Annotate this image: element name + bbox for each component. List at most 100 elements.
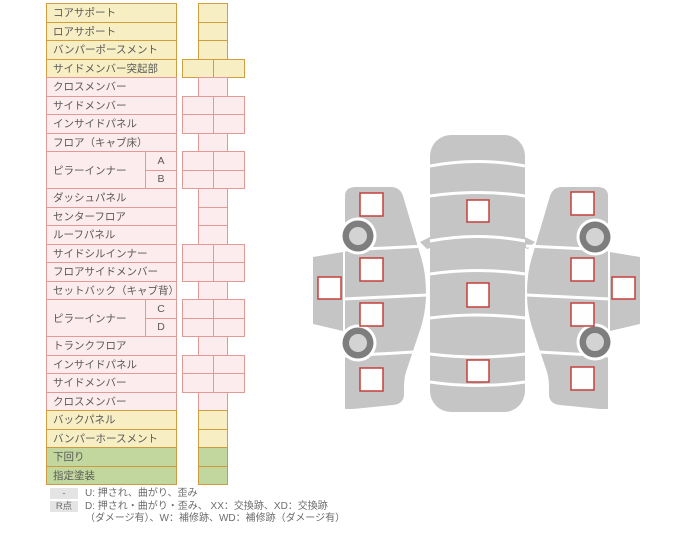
damage-checkbox-right-front-door[interactable] (570, 257, 595, 282)
part-label: コアサポート (46, 3, 177, 23)
part-label: サイドメンバー (46, 95, 177, 115)
part-row: インサイドパネル (46, 354, 296, 374)
part-row: サイドシルインナー (46, 243, 296, 263)
parts-table: コアサポート ロアサポート バンパーポースメント サイドメンバー突起部 クロスメンバーサ… (46, 3, 296, 485)
part-row: ピラーインナー C D (46, 299, 296, 337)
damage-cell[interactable] (198, 465, 228, 485)
wheel-icon (339, 324, 377, 362)
damage-cell[interactable] (182, 151, 214, 171)
part-label: バンパーホースメント (46, 428, 177, 448)
part-row: クロスメンバー (46, 77, 296, 97)
part-label: バンパーポースメント (46, 40, 177, 60)
damage-cell[interactable] (213, 114, 245, 134)
part-sub-label: A (145, 151, 177, 171)
damage-cell[interactable] (198, 391, 228, 411)
damage-checkbox-left-rear-door[interactable] (359, 302, 384, 327)
damage-cell[interactable] (182, 262, 214, 282)
part-row: フロアサイドメンバー (46, 262, 296, 282)
part-label: ピラーインナー (46, 151, 146, 189)
damage-cell[interactable] (213, 354, 245, 374)
damage-cell[interactable] (182, 169, 214, 189)
part-row: ルーフパネル (46, 225, 296, 245)
part-label: ダッシュパネル (46, 188, 177, 208)
damage-cell[interactable] (198, 77, 228, 97)
damage-cell[interactable] (198, 206, 228, 226)
damage-checkbox-left-roof-side[interactable] (317, 276, 342, 300)
part-label: センターフロア (46, 206, 177, 226)
legend-text: D: 押され・曲がり・歪み、 XX：交換跡、XD：交換跡 (85, 500, 328, 512)
part-row: コアサポート (46, 3, 296, 23)
part-row: サイドメンバー突起部 (46, 58, 296, 78)
part-row: バンパーホースメント (46, 428, 296, 448)
part-row: バックパネル (46, 410, 296, 430)
part-label: サイドメンバー突起部 (46, 58, 177, 78)
damage-cell[interactable] (182, 299, 214, 319)
damage-cell[interactable] (182, 95, 214, 115)
legend-badge: - (50, 488, 78, 499)
damage-cell[interactable] (213, 262, 245, 282)
damage-cell[interactable] (198, 447, 228, 467)
part-row: センターフロア (46, 206, 296, 226)
legend-badge: R点 (50, 500, 78, 512)
damage-cell[interactable] (213, 95, 245, 115)
part-row: 下回り (46, 447, 296, 467)
damage-cell[interactable] (182, 243, 214, 263)
part-label: インサイドパネル (46, 114, 177, 134)
damage-checkbox-left-front-door[interactable] (359, 257, 384, 282)
damage-cell[interactable] (213, 169, 245, 189)
damage-checkbox-right-roof-side[interactable] (611, 276, 636, 300)
part-row: インサイドパネル (46, 114, 296, 134)
part-sub-label: D (145, 317, 177, 337)
part-label: 下回り (46, 447, 177, 467)
damage-cell[interactable] (213, 299, 245, 319)
part-label: ロアサポート (46, 21, 177, 41)
damage-checkbox-right-rear-door[interactable] (570, 302, 595, 327)
damage-cell[interactable] (213, 58, 245, 78)
damage-cell[interactable] (182, 354, 214, 374)
damage-cell[interactable] (182, 373, 214, 393)
damage-checkbox-roof[interactable] (466, 282, 490, 308)
damage-cell[interactable] (182, 58, 214, 78)
part-row: サイドメンバー (46, 373, 296, 393)
damage-cell[interactable] (198, 336, 228, 356)
damage-cell[interactable] (198, 188, 228, 208)
part-row: ダッシュパネル (46, 188, 296, 208)
part-row: 指定塗装 (46, 465, 296, 485)
part-row: ピラーインナー A B (46, 151, 296, 189)
part-row: フロア（キャブ床） (46, 132, 296, 152)
damage-cell[interactable] (198, 280, 228, 300)
damage-cell[interactable] (213, 243, 245, 263)
damage-cell[interactable] (198, 410, 228, 430)
car-diagram (313, 135, 640, 412)
damage-cell[interactable] (213, 373, 245, 393)
damage-cell[interactable] (198, 21, 228, 41)
damage-cell[interactable] (182, 114, 214, 134)
damage-cell[interactable] (213, 151, 245, 171)
part-row: トランクフロア (46, 336, 296, 356)
damage-checkbox-left-rear-fender[interactable] (359, 367, 384, 392)
part-row: サイドメンバー (46, 95, 296, 115)
legend-text: U: 押され、曲がり、歪み (85, 488, 198, 499)
part-label: ピラーインナー (46, 299, 146, 337)
damage-checkbox-left-front-fender[interactable] (359, 192, 384, 217)
damage-cell[interactable] (198, 428, 228, 448)
damage-cell[interactable] (182, 317, 214, 337)
part-row: ロアサポート (46, 21, 296, 41)
damage-cell[interactable] (198, 40, 228, 60)
wheel-icon (576, 323, 614, 361)
part-row: バンパーポースメント (46, 40, 296, 60)
damage-checkbox-trunk[interactable] (466, 359, 490, 383)
damage-checkbox-right-rear-fender[interactable] (570, 366, 595, 391)
part-label: インサイドパネル (46, 354, 177, 374)
damage-cell[interactable] (213, 317, 245, 337)
part-label: フロア（キャブ床） (46, 132, 177, 152)
wheel-icon (576, 218, 614, 256)
damage-cell[interactable] (198, 132, 228, 152)
damage-checkbox-right-front-fender[interactable] (570, 191, 595, 216)
damage-cell[interactable] (198, 225, 228, 245)
damage-checkbox-hood[interactable] (466, 199, 490, 223)
part-label: バックパネル (46, 410, 177, 430)
part-label: クロスメンバー (46, 77, 177, 97)
damage-cell[interactable] (198, 3, 228, 23)
